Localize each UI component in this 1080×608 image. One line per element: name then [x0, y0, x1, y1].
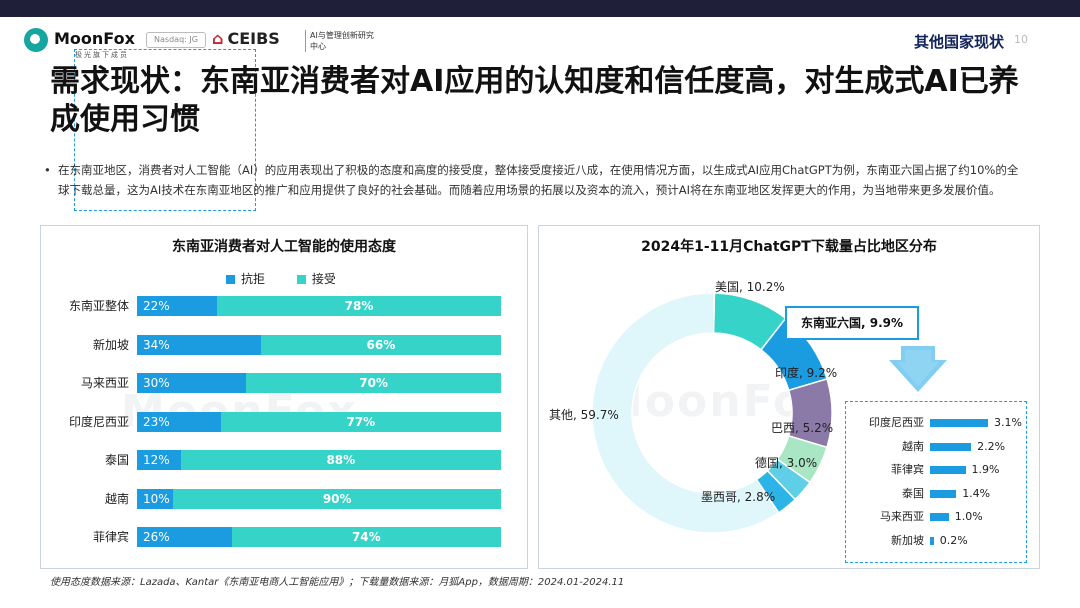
sea-value-label: 1.4% [962, 486, 991, 500]
donut-slice [591, 292, 780, 534]
bar-row: 菲律宾 26% 74% [41, 527, 527, 547]
page-title: 需求现状：东南亚消费者对AI应用的认知度和信任度高，对生成式AI已养成使用习惯 [50, 64, 1019, 137]
sea-row: 马来西亚 1.0% [846, 508, 1026, 526]
bar-row: 印度尼西亚 23% 77% [41, 411, 527, 432]
attitude-legend: 抗拒 接受 [226, 270, 364, 287]
download-share-donut [591, 292, 833, 534]
bar-row: 东南亚整体 22% 78% [41, 296, 527, 316]
legend-swatch-accept [296, 275, 306, 284]
donut-slice-label: 其他, 59.7% [549, 408, 619, 422]
bar-segment-reject: 23% [137, 411, 221, 432]
download-share-title: 2024年1-11月ChatGPT下载量占比地区分布 [641, 239, 937, 255]
attitude-chart-panel: 东南亚消费者对人工智能的使用态度 抗拒 接受 MoonFox 东南亚整体22%7… [40, 225, 528, 569]
bar-category-label: 新加坡 [92, 337, 129, 352]
sea-value-label: 2.2% [977, 439, 1006, 453]
bar-category-label: 泰国 [104, 453, 129, 467]
legend-label-accept: 接受 [311, 272, 336, 286]
legend-item-accept: 接受 [296, 272, 336, 286]
sea-bar [930, 489, 957, 498]
section-label: 其他国家现状 [913, 33, 1004, 51]
sea-country-label: 马来西亚 [880, 510, 924, 523]
donut-slice-label: 德国, 3.0% [755, 456, 818, 470]
bar-segment-accept: 88% [180, 450, 501, 470]
bar-row: 泰国 12% 88% [41, 450, 527, 470]
bar-segment-accept: 77% [220, 411, 501, 432]
sea-bar [930, 536, 934, 545]
bar-segment-reject: 22% [137, 296, 218, 316]
bar-segment-accept: 78% [217, 296, 501, 316]
sea-breakdown-box: 印度尼西亚 3.1% 越南 2.2% 菲律宾 1.9% 泰国 1.4% 马来西亚 1.0% 新加坡 0… [845, 401, 1027, 563]
donut-slice-label: 巴西, 5.2% [771, 421, 834, 435]
bar-segment-accept: 66% [260, 334, 501, 355]
bar-track: 30% 70% [137, 373, 501, 393]
sea-row: 越南 2.2% [846, 438, 1026, 456]
bar-category-label: 东南亚整体 [68, 299, 129, 313]
sea-value-label: 3.1% [994, 416, 1022, 429]
bar-segment-reject: 26% [137, 527, 232, 547]
page-number: 10 [1014, 33, 1028, 46]
bar-segment-reject: 10% [137, 488, 174, 509]
top-bar [0, 0, 1080, 17]
bar-track: 22% 78% [137, 296, 501, 316]
bar-row: 马来西亚 30% 70% [41, 373, 527, 393]
summary-bullet: 在东南亚地区，消费者对人工智能（AI）的应用表现出了积极的态度和高度的接受度，整… [44, 160, 1028, 200]
ceibs-logo-icon: ⌂ [212, 29, 224, 48]
bar-track: 10% 90% [137, 488, 501, 509]
sea-bar [930, 419, 988, 427]
sea-country-label: 越南 [902, 439, 924, 453]
sea-value-label: 0.2% [939, 533, 968, 547]
bar-segment-reject: 30% [137, 373, 247, 393]
sea-country-label: 泰国 [902, 486, 924, 500]
sea-row: 菲律宾 1.9% [846, 461, 1026, 479]
bar-track: 12% 88% [137, 450, 501, 470]
bar-row: 新加坡 34% 66% [41, 334, 527, 355]
download-share-panel: 2024年1-11月ChatGPT下载量占比地区分布 MoonFox 东南亚六国… [538, 225, 1040, 569]
sea-country-label: 印度尼西亚 [869, 416, 924, 429]
down-arrow-icon [889, 346, 947, 392]
sea-value-label: 1.0% [954, 510, 983, 523]
bar-track: 23% 77% [137, 411, 501, 432]
bar-segment-accept: 90% [173, 488, 501, 509]
bar-category-label: 菲律宾 [92, 530, 129, 544]
moonfox-logo: MoonFox 极光旗下成员 [24, 28, 256, 211]
bar-track: 26% 74% [137, 527, 501, 547]
sea-bar [930, 513, 949, 521]
logo-name: MoonFox [54, 29, 135, 48]
nasdaq-badge: Nasdaq: JG [146, 32, 206, 48]
sea-bar [930, 466, 966, 474]
legend-item-reject: 抗拒 [226, 272, 265, 286]
bar-segment-reject: 12% [137, 450, 181, 470]
sea-bar [930, 442, 972, 451]
donut-slice-label: 墨西哥, 2.8% [701, 490, 776, 504]
ceibs-name: CEIBS [227, 29, 280, 48]
sea-row: 泰国 1.4% [846, 485, 1026, 503]
legend-label-reject: 抗拒 [241, 272, 266, 286]
bar-category-label: 印度尼西亚 [68, 414, 129, 429]
bar-row: 越南 10% 90% [41, 488, 527, 509]
sea-country-label: 新加坡 [891, 533, 924, 547]
bar-category-label: 马来西亚 [80, 376, 129, 390]
sea-value-label: 1.9% [971, 463, 1000, 476]
logo-sub: 极光旗下成员 [74, 49, 256, 211]
ceibs-logo: ⌂ CEIBS [212, 29, 280, 48]
sea-row: 印度尼西亚 3.1% [846, 414, 1026, 432]
attitude-chart-title: 东南亚消费者对人工智能的使用态度 [172, 239, 396, 255]
footnote: 使用态度数据来源：Lazada、Kantar《东南亚电商人工智能应用》；下载量数… [50, 577, 625, 588]
bar-segment-accept: 74% [231, 527, 501, 547]
moonfox-logo-icon [24, 28, 48, 52]
bar-segment-reject: 34% [137, 334, 261, 355]
ceibs-sub: AI与管理创新研究中心 [305, 30, 380, 52]
sea-callout: 东南亚六国, 9.9% [785, 306, 919, 340]
bar-segment-accept: 70% [246, 373, 501, 393]
donut-slice-label: 印度, 9.2% [775, 366, 838, 380]
donut-slice-label: 美国, 10.2% [715, 280, 785, 294]
sea-row: 新加坡 0.2% [846, 532, 1026, 550]
bar-track: 34% 66% [137, 334, 501, 355]
sea-country-label: 菲律宾 [891, 463, 924, 476]
sea-callout-text: 东南亚六国, 9.9% [800, 316, 904, 330]
legend-swatch-reject [226, 275, 235, 284]
bar-category-label: 越南 [104, 491, 129, 506]
